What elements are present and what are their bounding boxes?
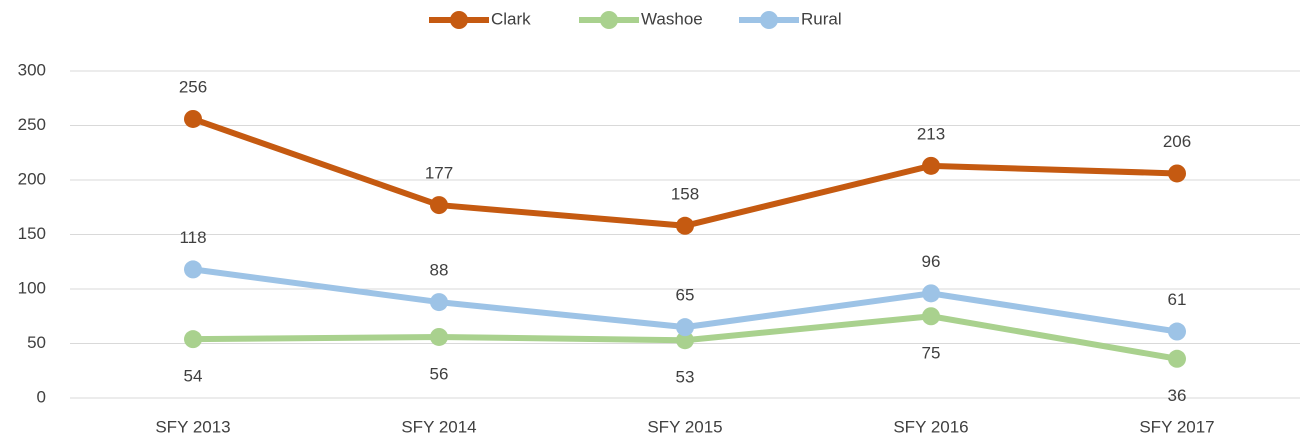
data-point bbox=[676, 318, 694, 337]
data-point bbox=[676, 331, 694, 350]
x-tick-label: SFY 2017 bbox=[1139, 417, 1214, 436]
data-point bbox=[922, 307, 940, 326]
data-label: 256 bbox=[179, 77, 207, 96]
x-tick-label: SFY 2013 bbox=[155, 417, 230, 436]
series-line bbox=[192, 116, 1178, 229]
data-label: 206 bbox=[1163, 132, 1191, 151]
legend-marker bbox=[450, 11, 468, 29]
data-label: 65 bbox=[676, 286, 695, 305]
legend-label: Clark bbox=[491, 9, 531, 28]
data-point bbox=[922, 156, 940, 175]
data-point bbox=[184, 109, 202, 128]
data-point bbox=[1168, 322, 1186, 341]
data-label: 177 bbox=[425, 164, 453, 183]
data-label: 56 bbox=[430, 364, 449, 383]
data-point bbox=[676, 216, 694, 235]
data-point bbox=[922, 284, 940, 303]
y-tick-label: 200 bbox=[18, 169, 46, 188]
data-label: 36 bbox=[1168, 386, 1187, 405]
data-point bbox=[430, 293, 448, 312]
data-label: 213 bbox=[917, 124, 945, 143]
data-point bbox=[430, 327, 448, 346]
data-label: 61 bbox=[1168, 290, 1187, 309]
data-label: 53 bbox=[676, 368, 695, 387]
data-point bbox=[1168, 349, 1186, 368]
data-label: 158 bbox=[671, 184, 699, 203]
legend-marker bbox=[600, 11, 618, 29]
legend-marker bbox=[760, 11, 778, 29]
x-tick-label: SFY 2014 bbox=[401, 417, 476, 436]
data-label: 118 bbox=[179, 228, 206, 247]
y-tick-label: 150 bbox=[18, 224, 46, 243]
y-tick-label: 0 bbox=[37, 387, 46, 406]
legend-label: Rural bbox=[801, 9, 842, 28]
x-tick-label: SFY 2016 bbox=[893, 417, 968, 436]
data-label: 96 bbox=[922, 252, 941, 271]
y-tick-label: 100 bbox=[18, 278, 46, 297]
y-tick-label: 300 bbox=[18, 60, 46, 79]
data-point bbox=[430, 196, 448, 215]
data-point bbox=[184, 330, 202, 349]
data-point bbox=[1168, 164, 1186, 183]
x-tick-label: SFY 2015 bbox=[647, 417, 722, 436]
legend-label: Washoe bbox=[641, 9, 703, 28]
data-label: 75 bbox=[922, 344, 941, 363]
data-point bbox=[184, 260, 202, 279]
data-label: 88 bbox=[430, 261, 449, 280]
y-tick-label: 50 bbox=[27, 333, 46, 352]
data-label: 54 bbox=[184, 367, 203, 386]
y-tick-label: 250 bbox=[18, 115, 46, 134]
